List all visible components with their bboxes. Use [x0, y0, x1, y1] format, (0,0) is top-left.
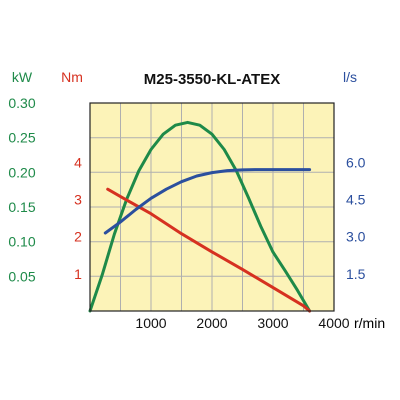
power-tick-label: 0.25: [8, 130, 35, 146]
x-axis-unit: r/min: [354, 315, 385, 331]
flow-tick-label: 1.5: [346, 266, 366, 282]
torque-tick-label: 1: [74, 266, 82, 282]
x-axis-ticks: 1000 2000 3000 4000: [135, 315, 349, 331]
torque-tick-label: 4: [74, 154, 82, 170]
power-tick-label: 0.10: [8, 234, 35, 250]
x-tick-label: 3000: [257, 315, 288, 331]
x-tick-label: 2000: [196, 315, 227, 331]
flow-tick-label: 4.5: [346, 192, 366, 208]
torque-tick-label: 2: [74, 229, 82, 245]
flow-tick-label: 6.0: [346, 154, 366, 170]
flow-axis-ticks: 1.5 3.0 4.5 6.0: [346, 154, 366, 282]
flow-curve: [103, 168, 312, 235]
power-tick-label: 0.20: [8, 164, 35, 180]
torque-axis-unit: Nm: [61, 69, 83, 85]
flow-axis-unit: l/s: [343, 69, 357, 85]
torque-axis-ticks: 1 2 3 4: [74, 154, 82, 282]
x-tick-label: 1000: [135, 315, 166, 331]
power-axis-unit: kW: [12, 69, 33, 85]
chart-title: M25-3550-KL-ATEX: [144, 71, 280, 88]
power-tick-label: 0.30: [8, 95, 35, 111]
flow-tick-label: 3.0: [346, 229, 366, 245]
torque-tick-label: 3: [74, 192, 82, 208]
power-tick-label: 0.05: [8, 268, 35, 284]
power-axis-ticks: 0.05 0.10 0.15 0.20 0.25 0.30: [8, 95, 35, 284]
power-tick-label: 0.15: [8, 199, 35, 215]
x-tick-label: 4000: [318, 315, 349, 331]
curves: [88, 120, 312, 313]
torque-curve: [106, 187, 312, 313]
plot-frame: [89, 102, 335, 312]
